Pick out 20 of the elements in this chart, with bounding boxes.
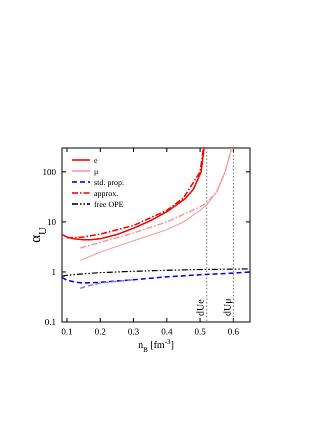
y-tick-label: 10: [47, 216, 56, 227]
ref-line-label: dUμ: [222, 298, 234, 316]
ref-line-label: dUe: [196, 298, 207, 316]
y-tick-label: 1: [52, 266, 56, 277]
x-tick-label: 0.5: [194, 326, 206, 336]
legend-label: approx.: [94, 189, 118, 198]
legend-label: μ: [94, 167, 98, 176]
x-tick-label: 0.3: [128, 326, 140, 336]
x-tick-label: 0.1: [61, 326, 73, 336]
line-series: [80, 278, 134, 290]
y-tick-label: 100: [42, 166, 56, 177]
legend-label: free OPE: [94, 200, 124, 209]
x-tick-label: 0.4: [161, 326, 173, 336]
x-axis-title: n$_{B}$ [fm$^{-3}$]: [138, 338, 174, 354]
x-tick-label: 0.2: [94, 326, 106, 336]
line-series: [62, 271, 250, 284]
y-tick-label: 0.1: [44, 316, 56, 327]
x-tick-label: 0.6: [228, 326, 240, 336]
legend-label: e: [94, 156, 98, 165]
legend-label: std. prop.: [94, 178, 124, 187]
